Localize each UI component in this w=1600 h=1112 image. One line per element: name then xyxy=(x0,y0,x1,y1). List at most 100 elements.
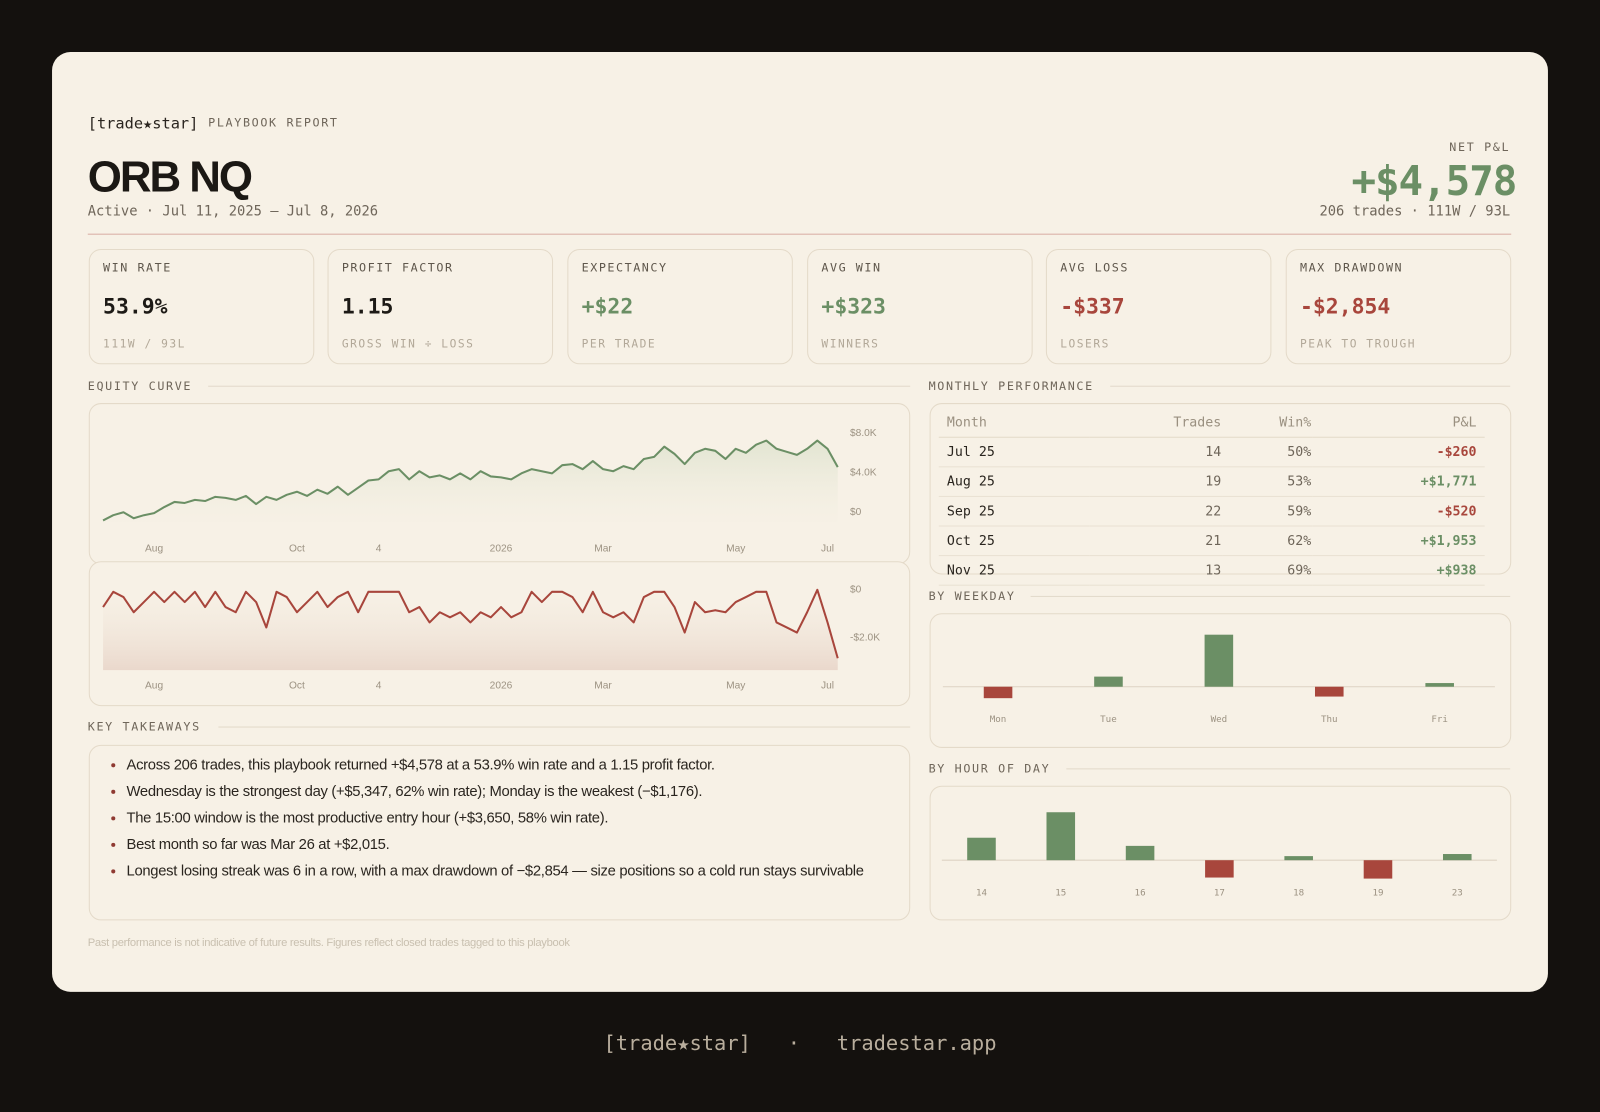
table-row: Oct 25 21 62% +$1,953 xyxy=(938,526,1485,557)
kpi-value: -$2,854 xyxy=(1299,293,1391,319)
kpi-value: +$323 xyxy=(821,293,886,319)
x-tick-label: May xyxy=(726,680,746,691)
x-tick-label: 2026 xyxy=(490,680,513,691)
kpi-value: -$337 xyxy=(1060,293,1125,319)
x-tick-label: Aug xyxy=(145,544,163,555)
divider xyxy=(87,233,1512,235)
bar xyxy=(1442,854,1472,861)
kpi-sub: PER TRADE xyxy=(581,337,657,351)
kpi-label: AVG WIN xyxy=(821,260,882,275)
section-rule xyxy=(1066,768,1511,770)
kpi-card xyxy=(807,248,1033,365)
x-tick-label: Jul xyxy=(821,544,834,555)
takeaways-panel xyxy=(88,744,911,921)
kpi-sub: GROSS WIN ÷ LOSS xyxy=(341,337,475,351)
footer: [trade★star] · tradestar.app xyxy=(0,1031,1600,1055)
net-label: NET P&L xyxy=(1449,139,1511,155)
bar xyxy=(1205,860,1234,878)
x-tick-label: Mar xyxy=(594,680,612,691)
bar xyxy=(1425,683,1454,687)
x-tick-label: 19 xyxy=(1372,887,1383,898)
table-cell: Nov 25 xyxy=(938,555,1090,586)
x-tick-label: 4 xyxy=(376,680,382,691)
x-tick-label: Mar xyxy=(594,544,612,555)
takeaway: Best month so far was Mar 26 at +$2,015. xyxy=(127,836,903,856)
x-tick-label: Aug xyxy=(145,680,163,691)
kpi-sub: PEAK TO TROUGH xyxy=(1299,337,1417,351)
table-cell: 22 xyxy=(1089,496,1223,527)
table-cell: Aug 25 xyxy=(938,466,1090,497)
takeaway: Longest losing streak was 6 in a row, wi… xyxy=(127,862,903,882)
net-value: +$4,578 xyxy=(1351,158,1517,206)
x-tick-label: Oct xyxy=(289,680,305,691)
x-tick-label: 18 xyxy=(1293,887,1304,898)
x-tick-label: 14 xyxy=(976,887,988,898)
footer-site: tradestar.app xyxy=(836,1030,997,1056)
bar xyxy=(1284,856,1313,861)
y-tick-label: -$2.0K xyxy=(850,632,880,643)
table-row: Aug 25 19 53% +$1,771 xyxy=(938,466,1485,497)
table-row: Sep 25 22 59% -$520 xyxy=(938,496,1485,527)
kpi-value: +$22 xyxy=(581,293,634,319)
x-tick-label: 23 xyxy=(1452,887,1463,898)
table-cell: 69% xyxy=(1222,555,1313,586)
x-tick-label: 15 xyxy=(1055,887,1066,898)
takeaway: The 15:00 window is the most productive … xyxy=(127,809,903,829)
bar xyxy=(1314,686,1344,697)
kpi-card xyxy=(567,248,793,365)
footer-brand: [trade★star] xyxy=(603,1030,751,1056)
column-header: P&L xyxy=(1312,408,1485,438)
kpi-sub: WINNERS xyxy=(821,337,880,351)
y-tick-label: $4.0K xyxy=(850,468,877,479)
x-tick-label: 17 xyxy=(1214,887,1225,898)
bar xyxy=(967,837,996,861)
y-tick-label: $0 xyxy=(850,507,862,518)
x-tick-label: Thu xyxy=(1321,714,1338,725)
table-cell: 19 xyxy=(1089,466,1223,497)
table-cell: -$520 xyxy=(1312,496,1485,527)
kpi-card xyxy=(1285,248,1512,365)
x-tick-label: 16 xyxy=(1135,887,1146,898)
table-cell: 50% xyxy=(1222,437,1313,468)
section-title: KEY TAKEAWAYS xyxy=(87,719,201,734)
takeaway: Wednesday is the strongest day (+$5,347,… xyxy=(127,783,903,803)
kpi-sub: 111W / 93L xyxy=(103,337,186,351)
section-rule xyxy=(1110,385,1511,387)
kpi-value: 1.15 xyxy=(341,293,394,319)
table-cell: 53% xyxy=(1222,466,1313,497)
table-cell: 13 xyxy=(1089,555,1223,586)
section-title: BY WEEKDAY xyxy=(928,588,1016,604)
column-header: Win% xyxy=(1222,408,1313,438)
x-tick-label: 4 xyxy=(376,544,382,555)
y-tick-label: $8.0K xyxy=(850,428,877,439)
section-rule xyxy=(1030,595,1511,597)
x-tick-label: Fri xyxy=(1431,714,1448,725)
bar xyxy=(1125,845,1155,861)
table-cell: 59% xyxy=(1222,496,1313,527)
kpi-label: MAX DRAWDOWN xyxy=(1299,260,1404,275)
status: Active · Jul 11, 2025 – Jul 8, 2026 xyxy=(87,203,379,220)
x-tick-label: Mon xyxy=(990,714,1007,725)
column-header: Trades xyxy=(1089,408,1223,438)
kpi-card xyxy=(88,248,315,365)
kpi-label: EXPECTANCY xyxy=(581,260,668,275)
table-row: Jul 25 14 50% -$260 xyxy=(938,437,1485,468)
column-header: Month xyxy=(938,408,1090,438)
table-cell: 14 xyxy=(1089,437,1223,468)
table-cell: Oct 25 xyxy=(938,526,1090,557)
title: ORB NQ xyxy=(87,152,253,202)
table-cell: +$1,953 xyxy=(1312,526,1485,557)
kpi-label: WIN RATE xyxy=(103,260,172,275)
area xyxy=(103,589,838,671)
bar xyxy=(1046,812,1076,861)
x-tick-label: May xyxy=(726,544,746,555)
section-title: BY HOUR OF DAY xyxy=(928,761,1051,776)
table-cell: +$938 xyxy=(1312,555,1485,586)
section-rule xyxy=(208,385,911,387)
kpi-card xyxy=(1045,248,1272,365)
kpi-label: AVG LOSS xyxy=(1060,260,1129,275)
brand: [trade★star] xyxy=(87,114,199,133)
hour-panel xyxy=(929,785,1512,921)
area xyxy=(103,440,838,523)
